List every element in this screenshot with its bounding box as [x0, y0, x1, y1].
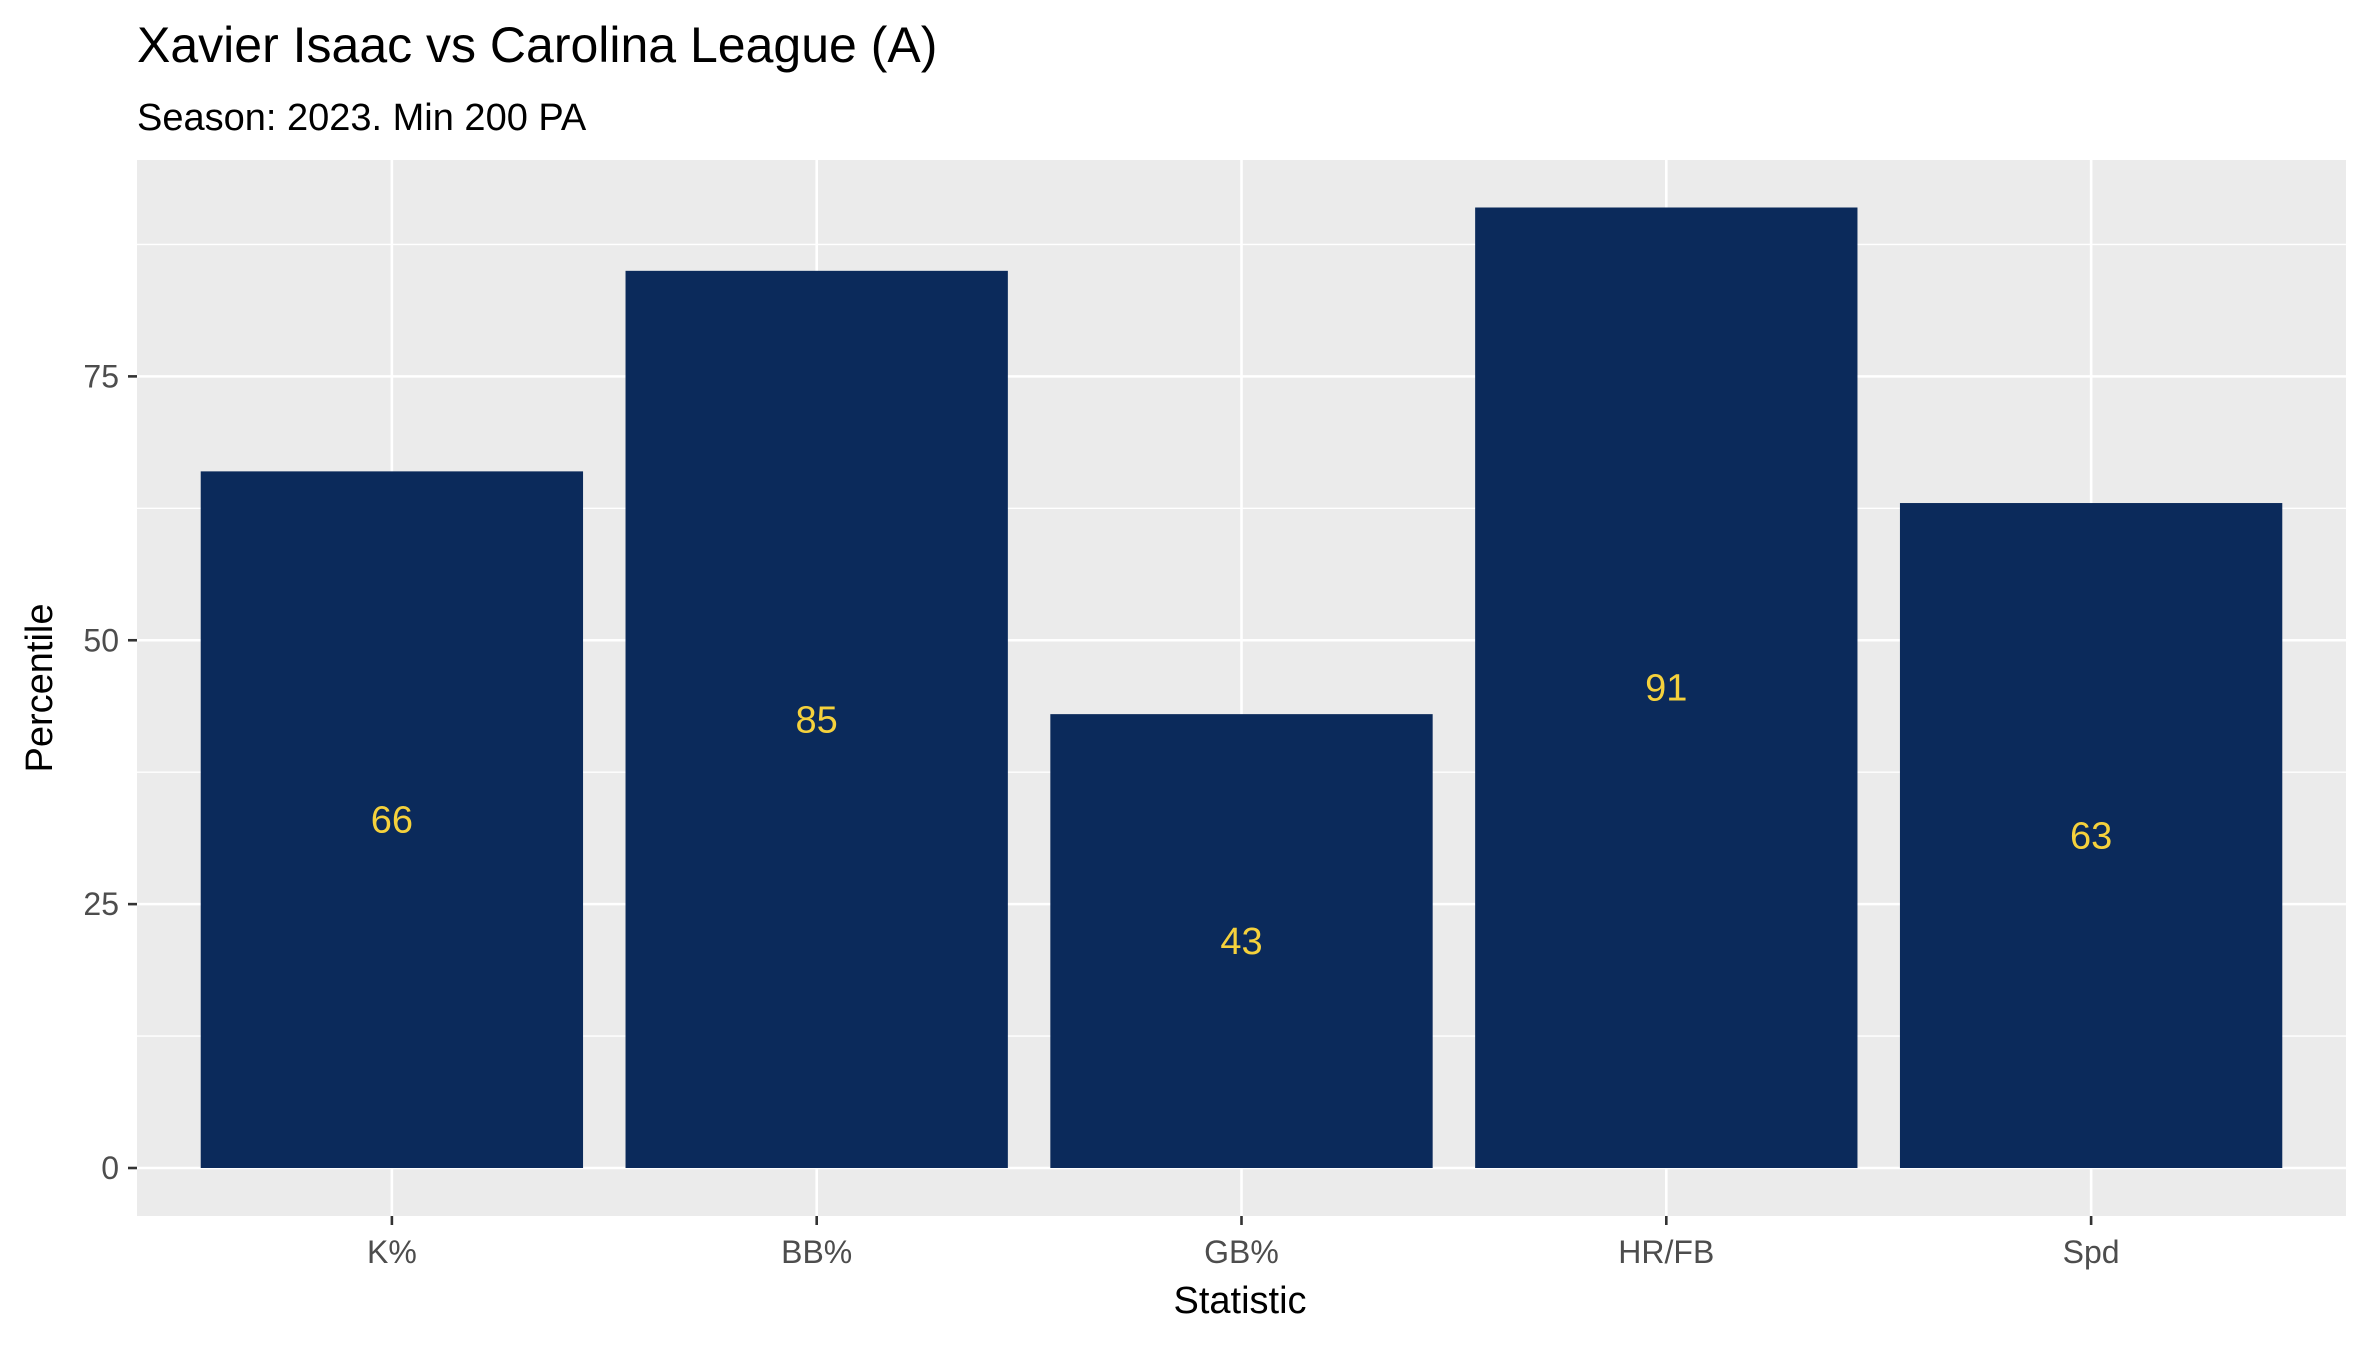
bar-Spd [1899, 503, 2283, 1169]
x-tick-label: K% [367, 1234, 417, 1270]
bar-BB% [625, 270, 1008, 1168]
y-tick-label: 25 [83, 886, 119, 922]
bar-data-label: 85 [796, 699, 838, 741]
bar-data-label: 91 [1645, 668, 1687, 710]
chart-title: Xavier Isaac vs Carolina League (A) [137, 17, 937, 73]
x-tick-label: Spd [2063, 1234, 2120, 1270]
bar-labels: 66 85 43 91 63 [371, 668, 2113, 963]
bar-data-label: 66 [371, 800, 413, 842]
y-axis: 0 25 50 75 [83, 358, 137, 1186]
y-tick-label: 0 [101, 1150, 119, 1186]
y-axis-title: Percentile [19, 604, 61, 773]
bar-K% [200, 471, 584, 1169]
bar-data-label: 43 [1220, 921, 1262, 963]
bars [200, 207, 2283, 1169]
bar-data-label: 63 [2070, 816, 2112, 858]
y-tick-label: 50 [83, 622, 119, 658]
y-tick-label: 75 [83, 358, 119, 394]
chart-subtitle: Season: 2023. Min 200 PA [137, 97, 587, 139]
x-tick-label: BB% [781, 1234, 852, 1270]
bar-HR/FB [1475, 207, 1858, 1168]
x-tick-label: HR/FB [1618, 1234, 1714, 1270]
x-axis: K% BB% GB% HR/FB Spd [367, 1216, 2120, 1270]
x-tick-label: GB% [1204, 1234, 1279, 1270]
bar-GB% [1050, 714, 1433, 1168]
x-axis-title: Statistic [1173, 1280, 1306, 1322]
